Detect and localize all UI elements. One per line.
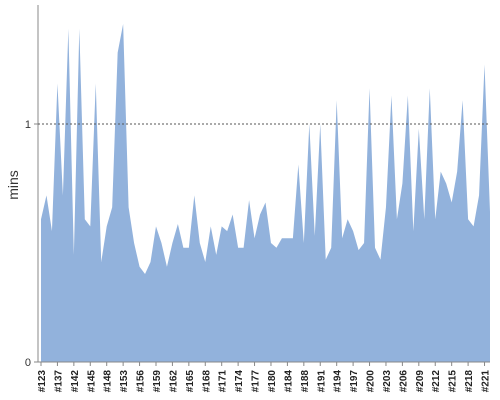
y-tick-label: 1 [25, 119, 31, 131]
x-tick-label: #168 [201, 370, 212, 393]
x-tick-label: #215 [448, 370, 459, 393]
x-tick-label: #188 [300, 370, 311, 393]
y-tick-label: 0 [25, 357, 31, 369]
x-tick-label: #162 [168, 370, 179, 393]
x-tick-label: #221 [481, 370, 492, 393]
x-tick-label: #142 [70, 370, 81, 393]
x-tick-label: #137 [53, 370, 64, 393]
x-tick-label: #203 [382, 370, 393, 393]
x-tick-label: #209 [415, 370, 426, 393]
x-tick-label: #180 [267, 370, 278, 393]
x-tick-label: #159 [152, 370, 163, 393]
x-tick-label: #194 [333, 370, 344, 393]
x-tick-label: #123 [37, 370, 48, 393]
x-tick-label: #156 [136, 370, 147, 393]
y-axis-label: mins [5, 170, 21, 200]
x-tick-label: #206 [398, 370, 409, 393]
x-tick-label: #153 [119, 370, 130, 393]
x-tick-label: #148 [103, 370, 114, 393]
x-tick-label: #197 [349, 370, 360, 393]
x-tick-label: #177 [251, 370, 262, 393]
x-tick-label: #165 [185, 370, 196, 393]
x-tick-label: #171 [218, 370, 229, 393]
x-tick-label: #218 [464, 370, 475, 393]
x-tick-label: #200 [366, 370, 377, 393]
x-tick-label: #184 [283, 370, 294, 393]
x-tick-label: #212 [431, 370, 442, 393]
area [41, 24, 490, 362]
x-tick-label: #174 [234, 370, 245, 393]
x-tick-label: #191 [316, 370, 327, 393]
x-tick-label: #145 [86, 370, 97, 393]
